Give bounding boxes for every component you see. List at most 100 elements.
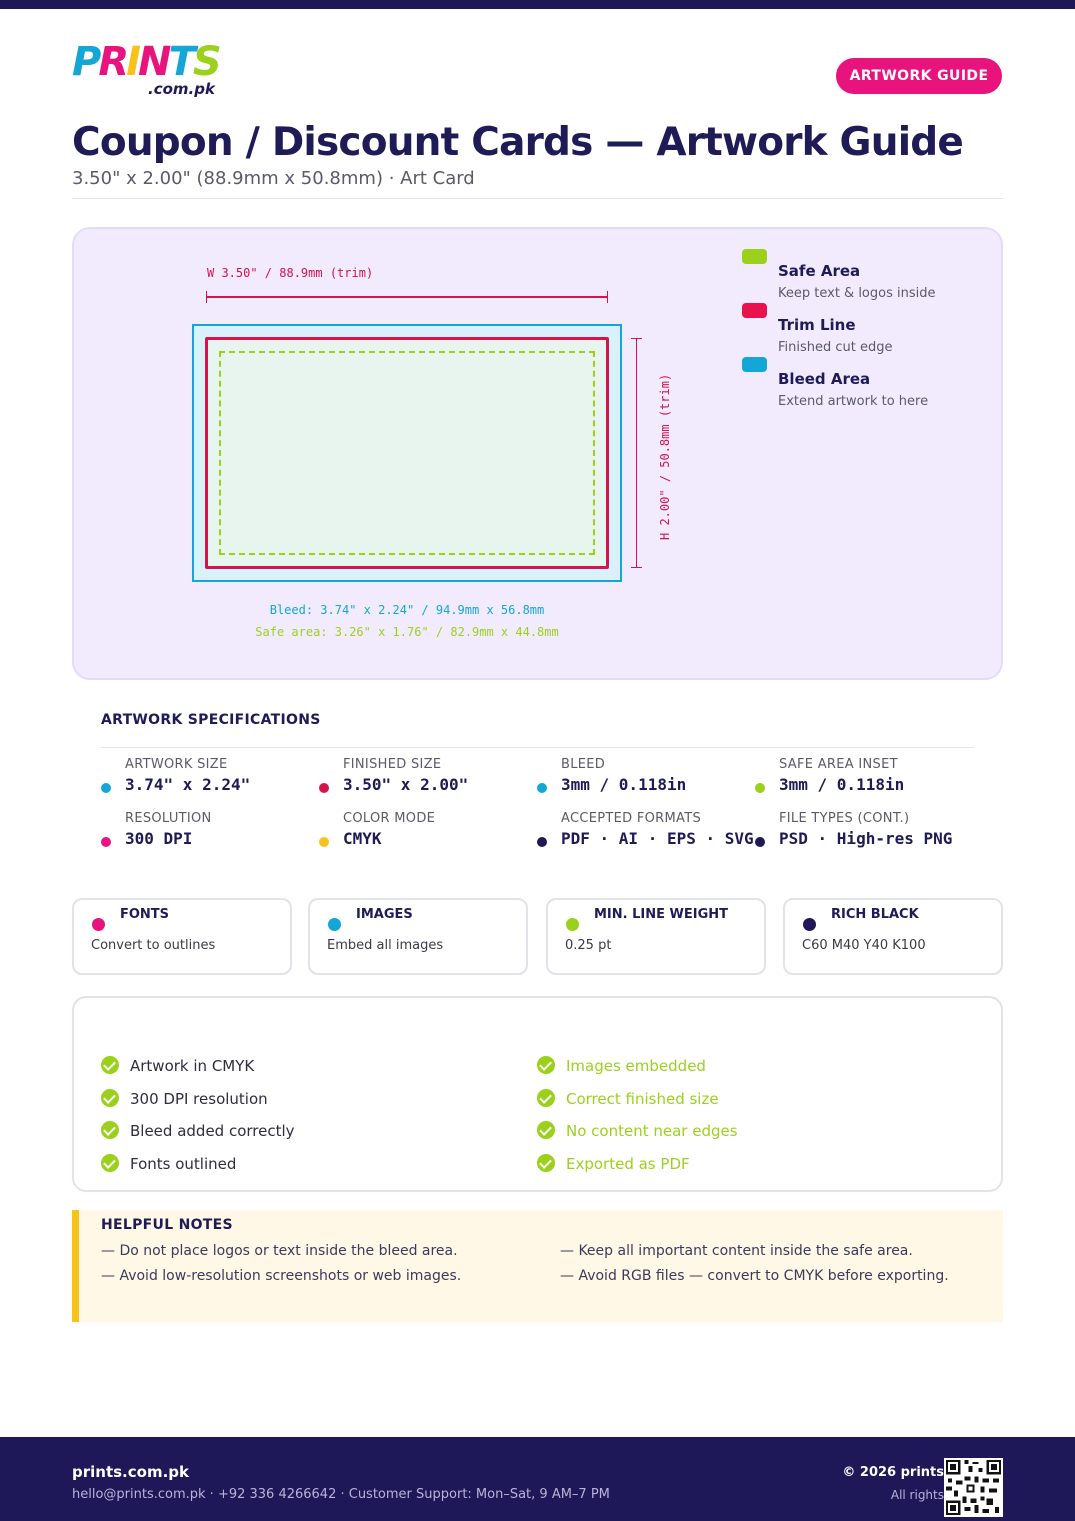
logo-letter: T [168, 39, 196, 85]
checklist-text: Artwork in CMYK [130, 1057, 255, 1075]
height-dimension-label: H 2.00" / 50.8mm (trim) [658, 373, 672, 540]
footer-site[interactable]: prints.com.pk [72, 1463, 189, 1481]
safe-area-box [219, 351, 595, 555]
spec-file-types: FILE TYPES (CONT.) PSD · High-res PNG [755, 811, 973, 855]
check-icon [101, 1154, 119, 1172]
logo-wordmark: PRINTS [72, 40, 232, 84]
spec-label: BLEED [561, 757, 606, 772]
logo-letter: R [98, 39, 129, 85]
dot-icon [755, 837, 765, 847]
page-title: Coupon / Discount Cards — Artwork Guide [72, 120, 964, 165]
footer-copyright: © 2026 prints [842, 1465, 944, 1480]
spec-value: 3mm / 0.118in [779, 775, 905, 794]
dot-icon [566, 918, 579, 931]
card-desc: Embed all images [327, 938, 444, 953]
dot-icon [319, 837, 329, 847]
check-icon [101, 1089, 119, 1107]
footer: prints.com.pk hello@prints.com.pk · +92 … [0, 1437, 1075, 1521]
legend-title: Bleed Area [778, 370, 871, 388]
spec-value: 300 DPI [125, 829, 193, 848]
dot-icon [537, 783, 547, 793]
spec-label: SAFE AREA INSET [779, 757, 898, 772]
helpful-notes: HELPFUL NOTES [72, 1210, 1003, 1322]
dot-icon [537, 837, 547, 847]
check-icon [537, 1121, 555, 1139]
trim-line-swatch [742, 303, 767, 318]
footer-contact: hello@prints.com.pk · +92 336 4266642 · … [72, 1487, 610, 1502]
footer-rights: All rights [890, 1488, 944, 1502]
spec-resolution: RESOLUTION 300 DPI [101, 811, 319, 855]
spec-safe-area-inset: SAFE AREA INSET 3mm / 0.118in [755, 757, 973, 801]
note-item: — Keep all important content inside the … [560, 1243, 913, 1259]
card-desc: Convert to outlines [91, 938, 216, 953]
card-fonts: FONTS Convert to outlines [72, 898, 292, 975]
spec-label: FILE TYPES (CONT.) [779, 811, 910, 826]
spec-artwork-size: ARTWORK SIZE 3.74" x 2.24" [101, 757, 319, 801]
legend-desc: Finished cut edge [778, 340, 893, 355]
check-icon [537, 1056, 555, 1074]
note-item: — Avoid low-resolution screenshots or we… [101, 1268, 462, 1284]
spec-value: 3.50" x 2.00" [343, 775, 469, 794]
check-icon [101, 1121, 119, 1139]
trim-line-box [205, 337, 609, 569]
spec-value: PSD · High-res PNG [779, 829, 953, 848]
prints-logo[interactable]: PRINTS .com.pk [72, 40, 232, 102]
legend-desc: Extend artwork to here [778, 394, 929, 409]
checklist-text: 300 DPI resolution [130, 1090, 268, 1108]
safe-size-label: Safe area: 3.26" x 1.76" / 82.9mm x 44.8… [255, 625, 559, 639]
top-bar [0, 0, 1075, 9]
note-item: — Do not place logos or text inside the … [101, 1243, 458, 1259]
dot-icon [803, 918, 816, 931]
card-images: IMAGES Embed all images [308, 898, 528, 975]
card-rich-black: RICH BLACK C60 M40 Y40 K100 [783, 898, 1003, 975]
spec-label: COLOR MODE [343, 811, 436, 826]
spec-value: 3mm / 0.118in [561, 775, 687, 794]
spec-value: CMYK [343, 829, 382, 848]
card-title: FONTS [120, 907, 170, 922]
width-dimension-label: W 3.50" / 88.9mm (trim) [207, 266, 374, 280]
logo-letter: P [72, 39, 101, 85]
width-dimension-line [206, 291, 608, 303]
check-icon [537, 1089, 555, 1107]
check-icon [101, 1056, 119, 1074]
card-title: MIN. LINE WEIGHT [594, 907, 728, 922]
note-item: — Avoid RGB files — convert to CMYK befo… [560, 1268, 949, 1284]
logo-letter: N [138, 39, 172, 85]
notes-heading: HELPFUL NOTES [101, 1217, 233, 1233]
page-subtitle: 3.50" x 2.00" (88.9mm x 50.8mm) · Art Ca… [72, 168, 475, 189]
notes-accent-bar [72, 1210, 79, 1322]
dot-icon [101, 837, 111, 847]
dot-icon [755, 783, 765, 793]
height-dimension-line [631, 338, 642, 568]
spec-value: PDF · AI · EPS · SVG [561, 829, 754, 848]
logo-domain: .com.pk [148, 80, 215, 98]
checklist-text: Exported as PDF [566, 1155, 690, 1173]
divider [72, 198, 1003, 199]
spec-label: ARTWORK SIZE [125, 757, 228, 772]
checklist-text: Images embedded [566, 1057, 706, 1075]
checklist-text: Bleed added correctly [130, 1122, 295, 1140]
safe-area-swatch [742, 249, 767, 264]
checklist-text: Fonts outlined [130, 1155, 237, 1173]
spec-value: 3.74" x 2.24" [125, 775, 251, 794]
spec-color-mode: COLOR MODE CMYK [319, 811, 537, 855]
check-icon [537, 1154, 555, 1172]
spec-bleed: BLEED 3mm / 0.118in [537, 757, 755, 801]
checklist-text: Correct finished size [566, 1090, 719, 1108]
card-desc: C60 M40 Y40 K100 [802, 938, 926, 953]
checklist-text: No content near edges [566, 1122, 738, 1140]
qr-code-icon[interactable] [944, 1458, 1003, 1517]
card-title: IMAGES [356, 907, 413, 922]
dot-icon [101, 783, 111, 793]
legend-title: Trim Line [778, 316, 856, 334]
specs-heading: ARTWORK SPECIFICATIONS [101, 712, 321, 728]
dot-icon [328, 918, 341, 931]
spec-label: RESOLUTION [125, 811, 212, 826]
legend-desc: Keep text & logos inside [778, 286, 936, 301]
spec-accepted-formats: ACCEPTED FORMATS PDF · AI · EPS · SVG [537, 811, 755, 855]
divider [101, 747, 974, 748]
dot-icon [92, 918, 105, 931]
spec-label: FINISHED SIZE [343, 757, 442, 772]
legend-title: Safe Area [778, 262, 861, 280]
spec-label: ACCEPTED FORMATS [561, 811, 702, 826]
